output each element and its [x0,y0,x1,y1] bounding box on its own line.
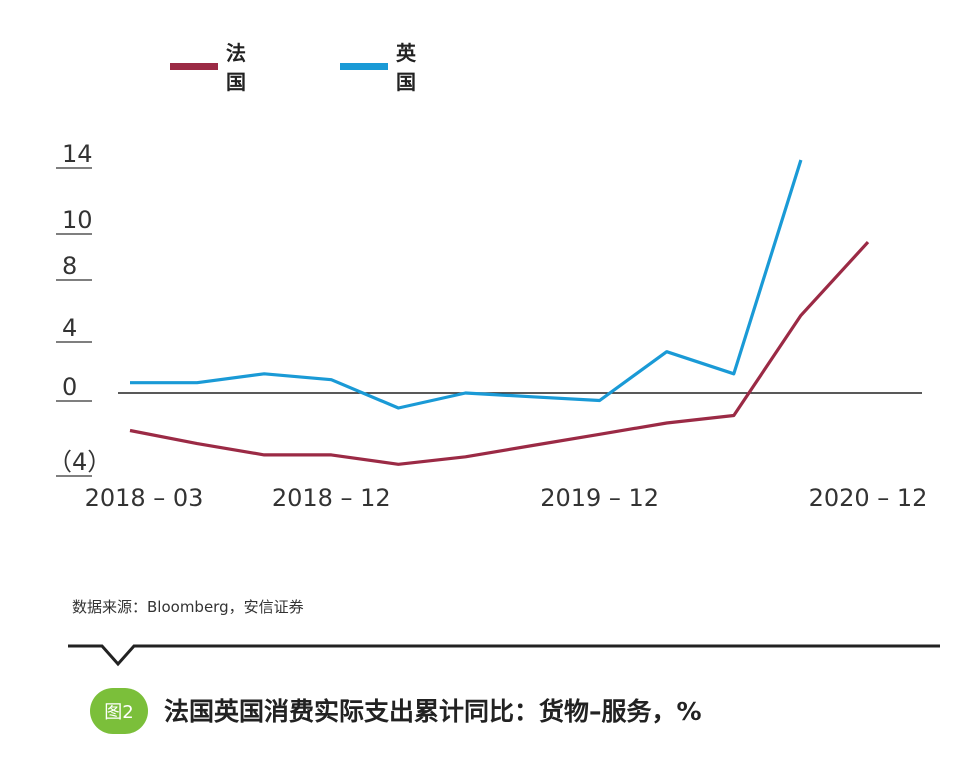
y-tick-label: 14 [62,140,93,168]
y-tick-label: 4 [62,314,77,342]
legend-item-uk: 英国 [340,41,428,94]
y-tick-label: 8 [62,252,77,280]
y-tick-label: （4） [48,448,111,476]
x-tick-label: 2020 – 12 [809,484,928,512]
series-line-france [129,241,870,466]
legend-label-uk: 英国 [396,41,416,94]
legend-swatch-france [170,62,218,70]
y-tick-label: 10 [62,206,93,234]
y-tick-label: 0 [62,373,77,401]
figure-badge: 图2 [90,688,148,734]
y-axis: 14 10 8 4 0 （4） [48,140,111,477]
legend-item-france: 法国 [170,41,258,94]
series-group [129,159,870,466]
series-line-uk [130,159,803,410]
legend-label-france: 法国 [226,41,246,94]
source-note: 数据来源：Bloomberg，安信证券 [72,598,304,616]
x-tick-label: 2018 – 12 [272,484,391,512]
x-tick-label: 2019 – 12 [540,484,659,512]
caption-divider [68,644,940,667]
x-tick-label: 2018 – 03 [85,484,204,512]
legend-swatch-uk [340,62,388,70]
figure-caption: 法国英国消费实际支出累计同比：货物–服务，% [164,697,702,726]
x-axis: 2018 – 03 2018 – 12 2019 – 12 2020 – 12 [85,484,928,512]
